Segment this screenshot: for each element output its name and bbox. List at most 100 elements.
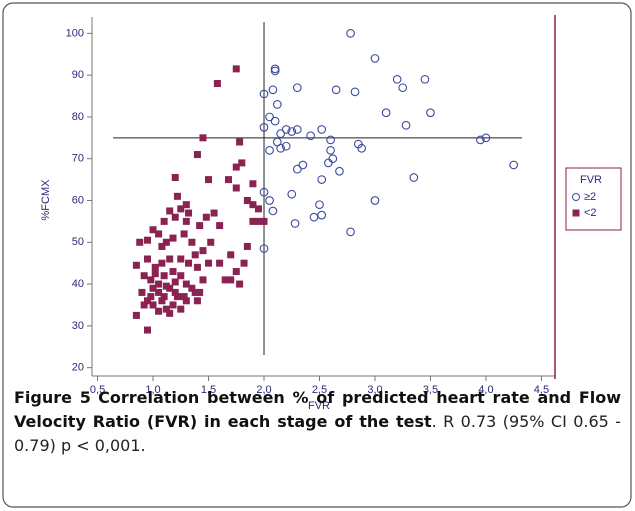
point — [270, 116, 280, 126]
point — [160, 272, 168, 280]
point — [227, 276, 235, 284]
point — [205, 259, 213, 267]
point — [180, 293, 188, 301]
point — [210, 209, 218, 217]
point — [225, 176, 232, 184]
point — [272, 100, 282, 109]
point — [357, 143, 367, 153]
point — [426, 108, 435, 118]
point — [147, 276, 155, 284]
point — [202, 213, 210, 221]
caption-label: Figure 5 — [14, 388, 91, 407]
point — [290, 219, 300, 228]
point — [169, 234, 177, 242]
point — [317, 210, 327, 220]
legend-marker — [572, 209, 580, 217]
point — [188, 284, 196, 292]
point — [249, 201, 257, 209]
point — [481, 133, 491, 143]
caption-text: . R 0.73 (95% CI 0.65 - 0.79) p < 0,001. — [14, 412, 622, 455]
point — [155, 230, 163, 238]
x-tick-label: 1,0 — [145, 384, 160, 396]
point — [182, 297, 190, 305]
point — [162, 305, 170, 313]
x-tick-label: 2,0 — [256, 384, 271, 396]
point — [268, 206, 278, 216]
point — [199, 134, 207, 142]
point — [171, 213, 179, 221]
point — [151, 270, 159, 278]
caption: Figure 5 Correlation between % of predic… — [14, 386, 621, 458]
point — [188, 238, 196, 246]
point — [191, 251, 199, 259]
point — [132, 311, 140, 319]
point — [227, 251, 235, 259]
point — [260, 217, 268, 225]
point — [236, 280, 244, 288]
point — [171, 174, 179, 182]
point — [221, 276, 229, 284]
point — [182, 217, 190, 225]
point — [193, 297, 201, 305]
y-tick-label: 20 — [72, 362, 84, 374]
point — [166, 207, 174, 215]
y-tick-label: 100 — [66, 27, 84, 39]
point — [162, 238, 170, 246]
point — [350, 87, 360, 97]
point — [315, 200, 324, 210]
point — [259, 244, 269, 253]
point — [232, 184, 240, 192]
point — [324, 158, 333, 168]
point — [249, 180, 257, 188]
point — [196, 288, 204, 296]
point — [143, 297, 151, 305]
point — [169, 268, 177, 276]
x-tick-label: 1,5 — [201, 384, 216, 396]
point — [158, 242, 166, 250]
point — [249, 217, 257, 225]
point — [158, 297, 166, 305]
point — [381, 108, 391, 118]
y-axis-label: %FCMX — [40, 179, 52, 221]
point — [132, 261, 140, 269]
point — [149, 226, 157, 234]
point — [136, 238, 144, 246]
point — [155, 307, 163, 315]
point — [232, 65, 240, 73]
point — [199, 276, 207, 284]
point — [287, 189, 297, 199]
point — [281, 141, 291, 151]
point — [420, 74, 430, 84]
point — [171, 278, 179, 286]
point — [193, 151, 201, 159]
point — [138, 288, 146, 296]
point — [265, 146, 274, 155]
legend-box — [565, 167, 622, 231]
point — [331, 85, 341, 95]
point — [509, 160, 519, 170]
point — [149, 301, 157, 309]
caption-title: Correlation between % of predicted heart… — [14, 388, 622, 431]
point — [476, 135, 485, 145]
point — [370, 54, 380, 63]
point — [240, 259, 248, 267]
point — [140, 301, 148, 309]
point — [259, 187, 269, 197]
y-tick-label: 80 — [72, 111, 84, 123]
point — [317, 175, 327, 184]
point — [193, 263, 201, 271]
point — [160, 217, 168, 225]
point — [287, 127, 297, 136]
point — [151, 263, 159, 271]
point — [398, 83, 408, 93]
legend-label: <2 — [584, 207, 597, 219]
point — [205, 176, 213, 184]
point — [292, 125, 302, 134]
point — [140, 272, 148, 280]
point — [317, 125, 327, 134]
point — [276, 143, 286, 153]
point — [166, 309, 174, 317]
point — [182, 280, 190, 288]
x-tick-label: 3,0 — [367, 384, 382, 396]
